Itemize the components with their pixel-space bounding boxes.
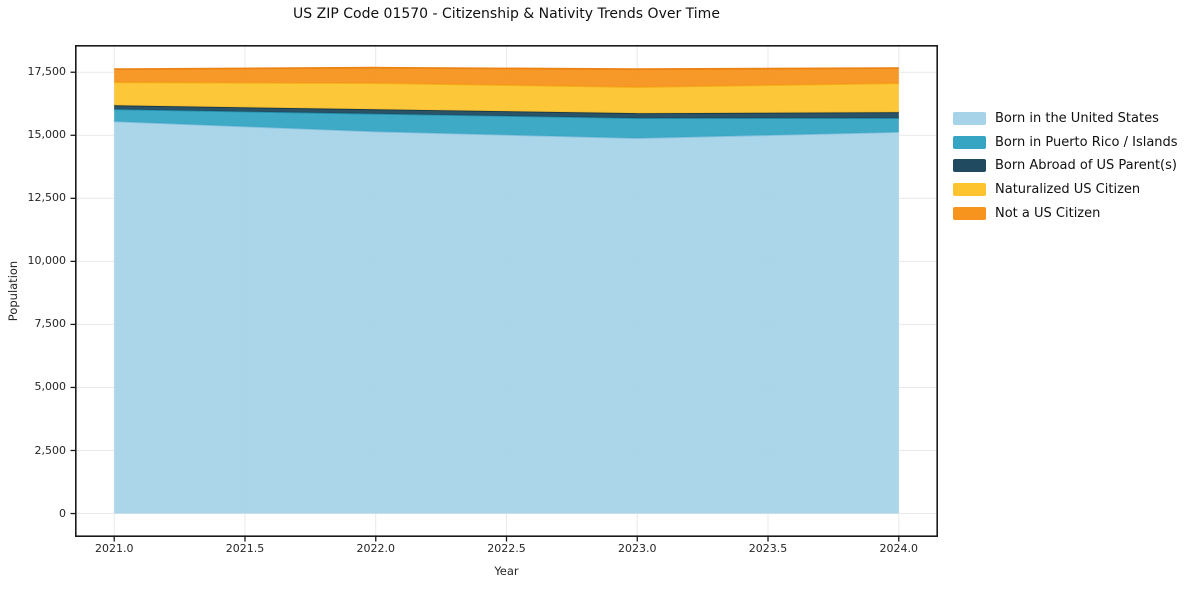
y-axis-label: Population [6, 260, 21, 322]
legend: Born in the United States Born in Puerto … [953, 107, 1178, 225]
legend-swatch [953, 159, 986, 173]
legend-item-born-abroad-of-us-parent-s: Born Abroad of US Parent(s) [953, 154, 1178, 178]
y-tick-label: 5,000 [34, 380, 67, 394]
legend-swatch [953, 206, 986, 220]
area-edge-not-a-us-citizen [114, 66, 899, 71]
legend-swatch [953, 135, 986, 149]
x-tick-label: 2021.5 [225, 542, 265, 555]
y-tick-label: 2,500 [34, 443, 67, 457]
legend-swatch [953, 183, 986, 197]
area-naturalized-us-citizen [114, 82, 899, 114]
y-tick-label: 17,500 [27, 65, 67, 79]
chart-title: US ZIP Code 01570 - Citizenship & Nativi… [293, 6, 720, 22]
legend-label: Born Abroad of US Parent(s) [995, 158, 1177, 174]
area-series-group [114, 66, 899, 514]
plot-frame [75, 45, 939, 537]
legend-swatch [953, 112, 986, 126]
y-tick-label: 10,000 [27, 254, 67, 268]
x-tick-label: 2021.0 [94, 542, 134, 555]
area-born-in-the-united-states [114, 121, 899, 514]
area-born-in-puerto-rico-islands [114, 109, 899, 139]
y-tick-label: 0 [59, 506, 66, 520]
legend-item-naturalized-us-citizen: Naturalized US Citizen [953, 178, 1178, 202]
area-not-a-us-citizen [114, 67, 899, 88]
legend-item-born-in-puerto-rico-islands: Born in Puerto Rico / Islands [953, 131, 1178, 155]
stacked-area-chart [70, 45, 939, 542]
legend-item-born-in-the-united-states: Born in the United States [953, 107, 1178, 131]
axes-frame [70, 45, 939, 542]
x-tick-label: 2023.0 [618, 542, 657, 555]
legend-label: Not a US Citizen [995, 205, 1101, 221]
legend-label: Born in the United States [995, 111, 1159, 127]
x-tick-label: 2023.5 [748, 542, 788, 555]
x-tick-label: 2022.5 [487, 542, 526, 555]
y-axis-label-wrap: Population [2, 45, 24, 537]
plot-area [70, 45, 939, 542]
legend-item-not-a-us-citizen: Not a US Citizen [953, 201, 1178, 225]
x-tick-label: 2024.0 [879, 542, 919, 555]
legend-label: Born in Puerto Rico / Islands [995, 134, 1178, 150]
y-tick-label: 15,000 [27, 128, 67, 142]
x-axis-label: Year [494, 564, 519, 578]
legend-label: Naturalized US Citizen [995, 182, 1141, 198]
x-tick-label: 2022.0 [356, 542, 395, 555]
y-tick-label: 7,500 [34, 317, 67, 331]
y-tick-label: 12,500 [27, 191, 67, 205]
